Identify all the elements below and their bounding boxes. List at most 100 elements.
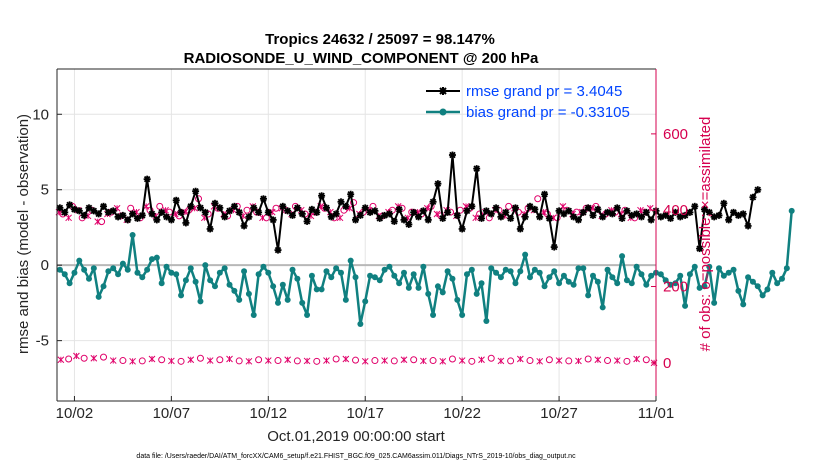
obs-assimilated-point [323, 357, 330, 364]
bias-point [95, 293, 102, 300]
obs-possible-point [534, 195, 542, 203]
obs-possible-point [293, 357, 301, 365]
obs-possible-point [505, 202, 513, 210]
obs-assimilated-point [187, 356, 195, 364]
bias-point [551, 268, 558, 275]
bias-point [434, 283, 441, 290]
bias-point [410, 271, 417, 278]
bias-point [207, 277, 214, 284]
rmse-point [516, 225, 524, 233]
bias-point [129, 232, 136, 238]
bias-point [449, 275, 456, 282]
rmse-point [187, 202, 195, 210]
obs-possible-point [216, 356, 224, 364]
obs-assimilated-point [516, 355, 524, 363]
bias-point [749, 278, 756, 285]
obs-assimilated-point [264, 357, 272, 364]
obs-possible-point [272, 204, 280, 212]
obs-assimilated-point [148, 355, 156, 363]
bias-point [391, 272, 398, 279]
rmse-point [322, 204, 330, 212]
bias-point [153, 254, 160, 261]
legend-bias-label: bias grand pr = -0.33105 [466, 104, 630, 121]
obs-possible-point [274, 357, 282, 365]
rmse-point [463, 207, 471, 215]
rmse-point [415, 213, 423, 221]
bias-point [614, 280, 621, 287]
obs-possible-point [177, 357, 185, 365]
bias-point [623, 277, 630, 284]
bias-point [711, 299, 718, 306]
rmse-point [318, 192, 326, 200]
obs-assimilated-point [497, 357, 505, 365]
rmse-point [293, 204, 301, 212]
obs-possible-point [65, 355, 73, 363]
obs-assimilated-point [381, 357, 388, 364]
bias-point [420, 263, 427, 270]
rmse-point [361, 204, 369, 212]
obs-possible-point [313, 357, 321, 365]
rmse-point [284, 207, 292, 215]
rmse-point [502, 208, 510, 216]
rmse-point [264, 208, 272, 216]
x-axis-label: Oct.01,2019 00:00:00 start [267, 428, 445, 445]
bias-point [735, 287, 742, 294]
rmse-point [511, 204, 519, 212]
obs-assimilated-point [575, 357, 582, 365]
rmse-point [182, 219, 190, 227]
bias-point [531, 266, 538, 273]
bias-point [696, 284, 703, 291]
bias-point [105, 268, 112, 275]
obs-assimilated-point [478, 356, 485, 364]
obs-assimilated-point [472, 214, 480, 222]
rmse-point [492, 204, 500, 212]
rmse-point [541, 190, 549, 198]
bias-point [745, 274, 752, 281]
bias-point [526, 274, 533, 281]
rmse-point [124, 216, 132, 224]
obs-possible-point [507, 357, 515, 365]
chart-title: Tropics 24632 / 25097 = 98.147% [265, 31, 495, 48]
bias-point [439, 289, 446, 296]
rmse-point [608, 210, 616, 218]
rmse-point [206, 225, 214, 233]
bias-point [163, 263, 170, 270]
bias-point [182, 277, 189, 284]
bias-point [66, 280, 73, 287]
legend-rmse-marker [439, 87, 447, 95]
bias-point [236, 296, 243, 303]
x-tick-label: 10/12 [250, 405, 288, 422]
bias-point [643, 281, 650, 288]
bias-point [512, 280, 519, 287]
bias-point [454, 296, 461, 303]
obs-assimilated-point [594, 356, 602, 364]
rmse-point [545, 214, 553, 222]
obs-possible-point [138, 357, 146, 365]
rmse-point [371, 207, 379, 215]
rmse-point [119, 211, 127, 219]
x-tick-label: 11/01 [638, 405, 674, 422]
rmse-point [487, 210, 495, 218]
bias-point [468, 266, 475, 273]
legend-rmse-label: rmse grand pr = 3.4045 [466, 83, 622, 100]
rmse-point [574, 216, 582, 224]
rmse-point [686, 208, 694, 216]
rmse-point [521, 213, 529, 221]
bias-point [304, 311, 311, 318]
rmse-point [637, 213, 645, 221]
bias-point [672, 280, 679, 287]
rmse-point [279, 202, 287, 210]
rmse-point [448, 151, 456, 159]
bias-point [173, 271, 180, 278]
rmse-point [550, 243, 558, 251]
bias-point [706, 263, 713, 270]
bias-point [294, 275, 301, 282]
bias-point [318, 286, 325, 293]
rmse-point [536, 213, 544, 221]
data-file-footer: data file: /Users/raeder/DAI/ATM_forcXX/… [136, 453, 576, 460]
rmse-point [749, 193, 757, 201]
rmse-point [715, 211, 723, 219]
bias-point [483, 318, 490, 325]
bias-point [730, 266, 737, 273]
